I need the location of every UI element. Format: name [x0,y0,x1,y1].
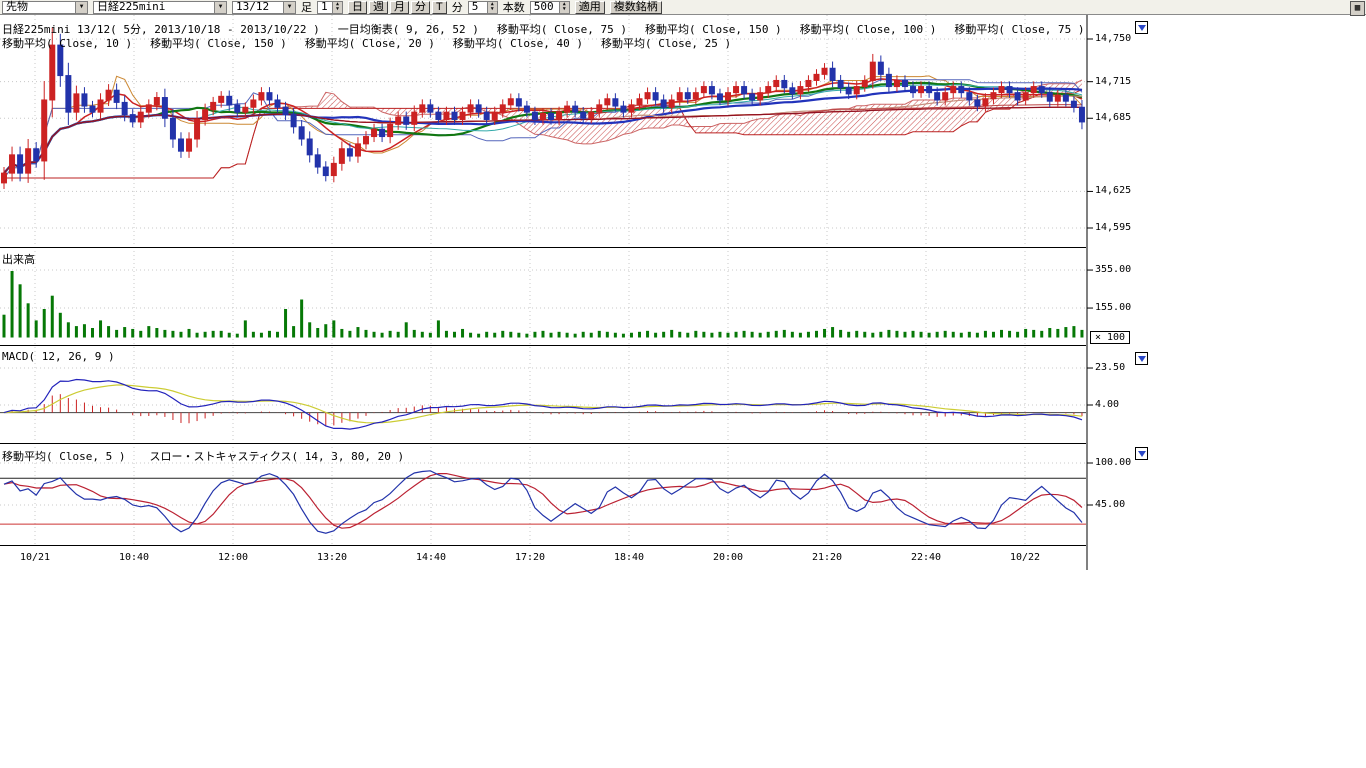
symbol-select[interactable]: 日経225mini ▼ [93,1,227,14]
bar-interval-value: 1 [321,1,328,13]
toolbar: 先物 ▼ 日経225mini ▼ 13/12 ▼ 足 1 ▲▼ 日週月分T 分 … [0,0,1366,15]
minute-value: 5 [472,1,479,13]
contract-month-select[interactable]: 13/12 ▼ [232,1,296,14]
bar-count-input[interactable]: 500 ▲▼ [530,1,570,14]
chevron-down-icon[interactable]: ▼ [75,2,87,13]
period-button-日[interactable]: 日 [348,1,367,14]
price-pane-menu-arrow[interactable] [1135,21,1148,34]
bar-type-label: 足 [301,1,312,14]
chart-area: 日経225mini 13/12( 5分, 2013/10/18 - 2013/1… [0,0,1366,768]
period-button-分[interactable]: 分 [411,1,430,14]
minute-label: 分 [452,1,463,14]
minute-value-input[interactable]: 5 ▲▼ [468,1,498,14]
spinner-icon[interactable]: ▲▼ [332,2,342,13]
instrument-type-select[interactable]: 先物 ▼ [2,1,88,14]
period-button-T[interactable]: T [432,1,447,14]
chevron-down-icon [1138,451,1146,457]
spinner-icon[interactable]: ▲▼ [559,2,569,13]
chevron-down-icon [1138,25,1146,31]
symbol-value: 日経225mini [97,1,165,13]
chevron-down-icon[interactable]: ▼ [283,2,295,13]
stoch-pane-menu-arrow[interactable] [1135,447,1148,460]
spinner-icon[interactable]: ▲▼ [487,2,497,13]
macd-pane-menu-arrow[interactable] [1135,352,1148,365]
period-button-週[interactable]: 週 [369,1,388,14]
contract-month-value: 13/12 [236,1,269,13]
bar-count-value: 500 [534,1,554,13]
chevron-down-icon [1138,356,1146,362]
multi-symbol-button[interactable]: 複数銘柄 [610,1,662,14]
instrument-type-value: 先物 [6,1,28,13]
chevron-down-icon[interactable]: ▼ [214,2,226,13]
apply-button[interactable]: 適用 [575,1,605,14]
period-button-月[interactable]: 月 [390,1,409,14]
bar-count-label: 本数 [503,1,525,14]
chart-grid-button[interactable]: ▦ [1350,1,1365,16]
chart-canvas[interactable] [0,0,1366,575]
bar-interval-input[interactable]: 1 ▲▼ [317,1,343,14]
